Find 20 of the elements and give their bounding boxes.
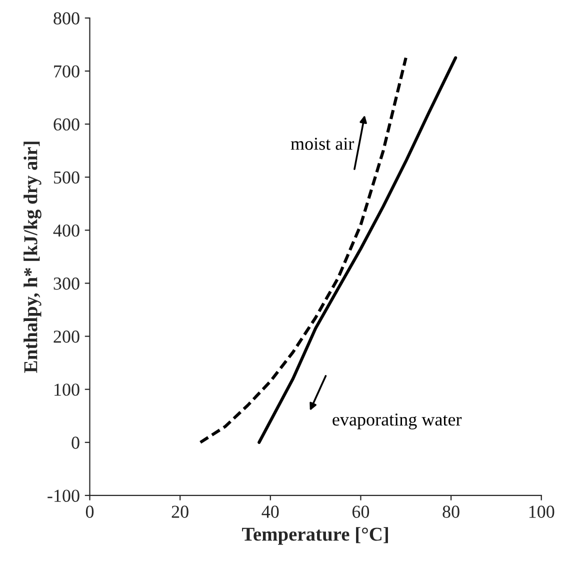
y-tick-label: 700: [54, 65, 80, 78]
y-tick-label: 600: [54, 118, 80, 131]
y-tick-label: 500: [54, 171, 80, 184]
y-tick-label: 400: [53, 224, 80, 237]
y-axis-title: Enthalpy, h* [kJ/kg dry air]: [24, 142, 42, 373]
legend-label: moist air: [290, 138, 354, 150]
x-tick-label: 60: [352, 506, 370, 518]
y-tick-label: -100: [48, 490, 80, 502]
y-tick-label: 300: [54, 278, 80, 290]
y-tick-label: 800: [54, 12, 80, 24]
x-tick-label: 40: [262, 506, 279, 518]
x-tick-label: 0: [86, 506, 94, 518]
x-axis-title: Temperature [°C]: [242, 527, 388, 545]
x-tick-label: 80: [442, 506, 460, 518]
x-tick-label: 100: [529, 506, 554, 518]
x-tick-label: 20: [172, 506, 188, 518]
y-tick-label: 0: [72, 436, 80, 449]
legend-label: evaporating water: [332, 414, 462, 430]
y-tick-label: 100: [54, 384, 80, 396]
y-tick-label: 200: [54, 330, 80, 343]
